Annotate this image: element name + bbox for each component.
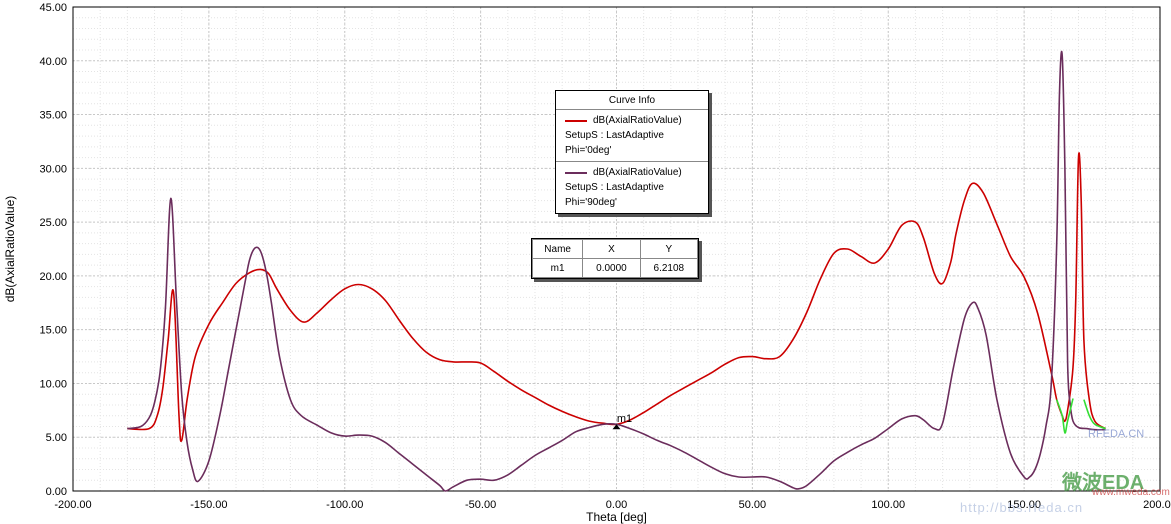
y-tick-label: 0.00 <box>46 486 67 498</box>
x-tick-label: -100.00 <box>326 499 363 511</box>
watermark-bbs-url: http://bbs.rfeda.cn <box>960 500 1084 515</box>
y-tick-label: 20.00 <box>39 271 67 283</box>
legend-entry-phi-0[interactable]: dB(AxialRatioValue) SetupS : LastAdaptiv… <box>556 110 708 162</box>
series-line-2 <box>1055 398 1074 434</box>
y-tick-label: 45.00 <box>39 2 67 14</box>
series-line-0 <box>127 152 1107 442</box>
legend-entry-phi-90[interactable]: dB(AxialRatioValue) SetupS : LastAdaptiv… <box>556 162 708 213</box>
y-axis-label: dB(AxialRatioValue) <box>3 196 17 303</box>
marker-m1-point[interactable] <box>612 424 621 430</box>
x-tick-label: 0.00 <box>606 499 627 511</box>
y-tick-labels: 0.00 5.00 10.00 15.00 20.00 25.00 30.00 35.00 40… <box>39 2 67 498</box>
legend-swatch-phi-0 <box>565 119 587 122</box>
watermark-site: RFEDA.CN <box>1088 428 1145 440</box>
x-tick-label: -150.00 <box>190 499 227 511</box>
curve-info-legend[interactable]: Curve Info dB(AxialRatioValue) SetupS : … <box>555 90 709 214</box>
y-tick-label: 10.00 <box>39 378 67 390</box>
x-tick-label: -50.00 <box>465 499 496 511</box>
marker-layer[interactable]: m1 <box>612 413 633 430</box>
x-tick-labels: -200.00 -150.00 -100.00 -50.00 0.00 50.00 100.… <box>54 499 1171 511</box>
y-tick-label: 15.00 <box>39 325 67 337</box>
legend-entry-variation: Phi='90deg' <box>565 197 617 208</box>
marker-header-x: X <box>582 239 641 259</box>
series-line-3 <box>1083 399 1106 430</box>
marker-table-row[interactable]: m1 0.0000 6.2108 <box>531 258 699 278</box>
y-tick-label: 35.00 <box>39 110 67 122</box>
y-tick-label: 25.00 <box>39 217 67 229</box>
legend-entry-setup: SetupS : LastAdaptive <box>565 130 664 141</box>
marker-cell-y: 6.2108 <box>639 258 699 278</box>
marker-table-header-row: Name X Y <box>531 239 699 259</box>
y-tick-label: 40.00 <box>39 56 67 68</box>
legend-entry-expression: dB(AxialRatioValue) <box>593 167 682 178</box>
x-tick-label: -200.00 <box>54 499 91 511</box>
marker-data-table: Name X Y m1 0.0000 6.2108 <box>531 239 699 278</box>
plot-frame <box>72 6 1161 492</box>
marker-m1-label: m1 <box>617 413 632 425</box>
legend-entry-expression: dB(AxialRatioValue) <box>593 115 682 126</box>
marker-header-y: Y <box>639 239 699 259</box>
y-tick-label: 30.00 <box>39 163 67 175</box>
x-axis-label: Theta [deg] <box>586 510 647 524</box>
marker-table[interactable]: Name X Y m1 0.0000 6.2108 <box>531 238 699 279</box>
marker-header-name: Name <box>531 239 584 259</box>
watermark-brand: 微波EDA <box>1062 472 1145 494</box>
x-tick-label: 150.00 <box>1007 499 1041 511</box>
marker-cell-name: m1 <box>531 258 584 278</box>
watermark-brand-url: www.mweda.com <box>1092 487 1170 498</box>
series-line-1 <box>127 50 1106 492</box>
x-tick-label: 200.00 <box>1143 499 1171 511</box>
x-tick-label: 100.00 <box>871 499 905 511</box>
legend-entry-variation: Phi='0deg' <box>565 145 612 156</box>
y-tick-label: 5.00 <box>46 432 67 444</box>
series-layer <box>127 50 1107 492</box>
legend-entry-setup: SetupS : LastAdaptive <box>565 182 664 193</box>
legend-title: Curve Info <box>556 91 708 110</box>
marker-cell-x: 0.0000 <box>582 258 641 278</box>
x-tick-label: 50.00 <box>739 499 767 511</box>
legend-swatch-phi-90 <box>565 171 587 174</box>
